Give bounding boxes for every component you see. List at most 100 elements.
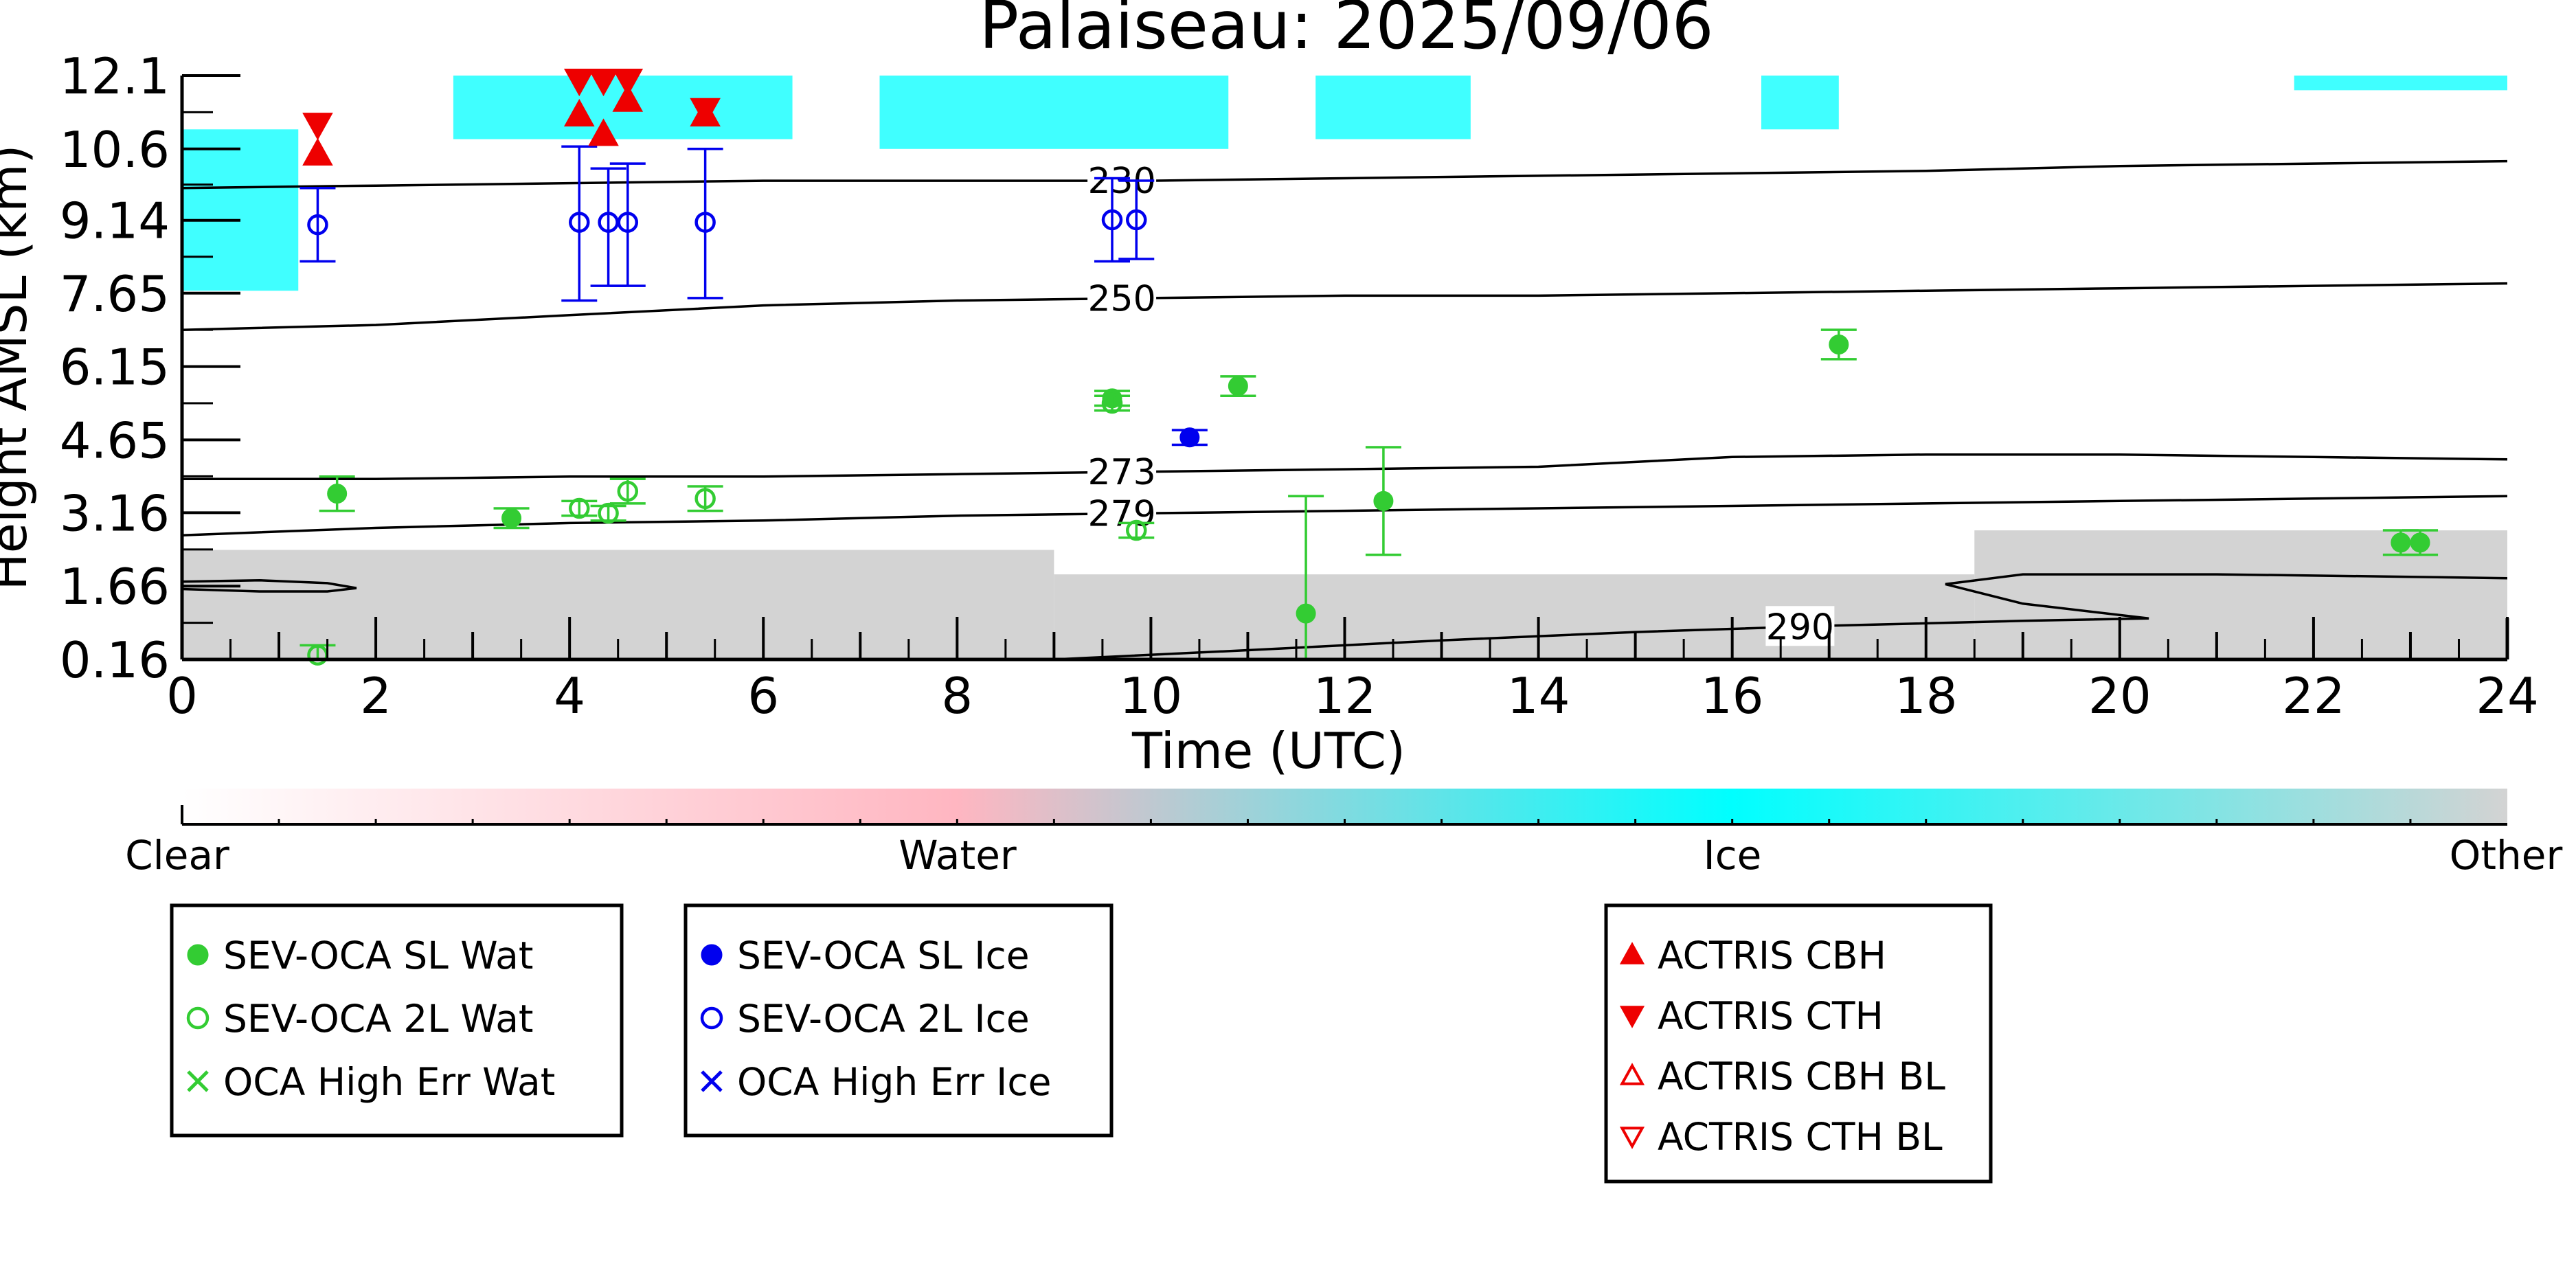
data-point — [501, 508, 522, 528]
data-point — [1179, 427, 1200, 448]
x-tick-label: 18 — [1895, 667, 1958, 725]
colorbar-ticks — [181, 805, 2507, 826]
y-axis-title: Height AMSL (km) — [0, 145, 38, 591]
error-bar — [1118, 521, 1155, 539]
data-point — [588, 68, 619, 97]
legend-entry: ACTRIS CBH — [1619, 934, 1886, 978]
legend-box-2: SEV-OCA SL Ice SEV-OCA 2L Ice OCA High Err… — [683, 903, 1114, 1138]
data-point — [563, 98, 595, 127]
data-point — [1101, 209, 1123, 231]
legend-label: ACTRIS CBH BL — [1658, 1054, 1945, 1098]
legend-frame — [1604, 903, 1993, 1184]
data-point — [2410, 532, 2430, 553]
ice-region-2 — [879, 76, 1229, 149]
data-point — [327, 484, 348, 504]
other-region-1 — [1054, 574, 1975, 659]
legend-entry: SEV-OCA SL Ice — [701, 934, 1030, 978]
contour-label-bg-250 — [1087, 278, 1157, 318]
legend-marker-stroke-b — [701, 1070, 723, 1092]
data-point — [617, 480, 639, 502]
data-point — [694, 212, 716, 233]
contour-line-273 — [182, 453, 2507, 481]
legend-label: ACTRIS CTH — [1658, 994, 1884, 1038]
legend-entry: ACTRIS CTH — [1619, 994, 1884, 1038]
data-point — [598, 502, 619, 524]
legend-entry: SEV-OCA 2L Wat — [186, 997, 534, 1041]
data-point — [612, 84, 644, 112]
legend-entry: SEV-OCA SL Wat — [187, 934, 533, 978]
contour-line-unlabeled — [182, 578, 357, 593]
data-point — [1296, 603, 1316, 624]
data-point — [2391, 532, 2411, 553]
y-tick-label: 10.6 — [60, 121, 170, 179]
data-point — [569, 497, 590, 519]
error-bar — [609, 162, 646, 287]
legend-marker — [701, 944, 723, 966]
data-point — [612, 68, 644, 97]
data-point — [617, 212, 639, 233]
legend-frame — [683, 903, 1114, 1138]
legend-entry: ACTRIS CBH BL — [1619, 1054, 1945, 1098]
x-tick-label: 2 — [360, 667, 392, 725]
series-sev-oca-sl-ice — [1171, 427, 1208, 448]
colorbar-label-water: Water — [899, 832, 1017, 879]
legend-marker — [1619, 942, 1645, 964]
data-point — [1829, 335, 1849, 355]
legend-label: SEV-OCA SL Ice — [737, 934, 1030, 978]
legend-label: OCA High Err Wat — [223, 1060, 555, 1104]
legend-entry: SEV-OCA 2L Ice — [700, 997, 1030, 1041]
y-tick-label: 0.16 — [60, 631, 170, 689]
legend-marker — [1619, 1006, 1645, 1028]
y-tick-label: 6.15 — [60, 339, 170, 396]
legend-label: SEV-OCA 2L Ice — [737, 997, 1030, 1041]
colorbar-label-other: Other — [2450, 832, 2563, 879]
retrieval-markers — [300, 68, 2439, 666]
legend-label: ACTRIS CBH — [1658, 934, 1886, 978]
legend-label: ACTRIS CTH BL — [1658, 1115, 1943, 1159]
legend-box-1: SEV-OCA SL Wat SEV-OCA 2L Wat OCA High Err… — [170, 903, 624, 1138]
contour-label-bg-290 — [1765, 606, 1835, 646]
data-point — [1228, 376, 1248, 396]
x-tick-label: 8 — [941, 667, 973, 725]
x-tick-label: 10 — [1120, 667, 1183, 725]
contour-line-279 — [182, 495, 2507, 536]
x-tick-label: 12 — [1313, 667, 1377, 725]
error-bar — [1094, 177, 1130, 263]
legend-marker — [187, 1070, 209, 1092]
legend-label: SEV-OCA SL Wat — [223, 934, 533, 978]
contour-label-273: 273 — [1087, 452, 1155, 493]
x-tick-label: 24 — [2476, 667, 2539, 725]
data-point — [1373, 490, 1394, 511]
legend-label: SEV-OCA 2L Wat — [223, 997, 534, 1041]
contour-label-290: 290 — [1766, 607, 1834, 648]
colorbar-gradient — [182, 789, 2507, 824]
other-region-2 — [1974, 530, 2507, 659]
y-tick-label: 3.16 — [60, 484, 170, 542]
x-tick-label: 4 — [554, 667, 585, 725]
legend-entry: OCA High Err Wat — [187, 1060, 555, 1104]
x-tick-label: 20 — [2088, 667, 2151, 725]
data-point — [307, 214, 328, 236]
data-point — [302, 113, 333, 141]
series-sev-oca-sl-wat — [319, 328, 2439, 661]
x-tick-label: 6 — [747, 667, 779, 725]
ice-region-3 — [1315, 76, 1471, 139]
legend-marker-stroke-b — [187, 1070, 209, 1092]
data-point — [1101, 392, 1123, 414]
y-tick-label: 4.65 — [60, 411, 170, 469]
ice-region-0 — [182, 129, 299, 291]
x-tick-label: 14 — [1507, 667, 1570, 725]
legend-marker — [701, 1070, 723, 1092]
y-tick-label: 9.14 — [60, 192, 170, 250]
y-tick-label: 7.65 — [60, 265, 170, 323]
series-actris-cth — [302, 68, 721, 141]
data-point — [588, 118, 619, 146]
data-point — [569, 212, 590, 233]
ice-region-4 — [1761, 76, 1839, 130]
error-bar — [590, 504, 626, 522]
legend-entry: ACTRIS CTH BL — [1619, 1115, 1943, 1159]
data-point — [1126, 209, 1147, 231]
contour-label-250: 250 — [1087, 278, 1155, 319]
